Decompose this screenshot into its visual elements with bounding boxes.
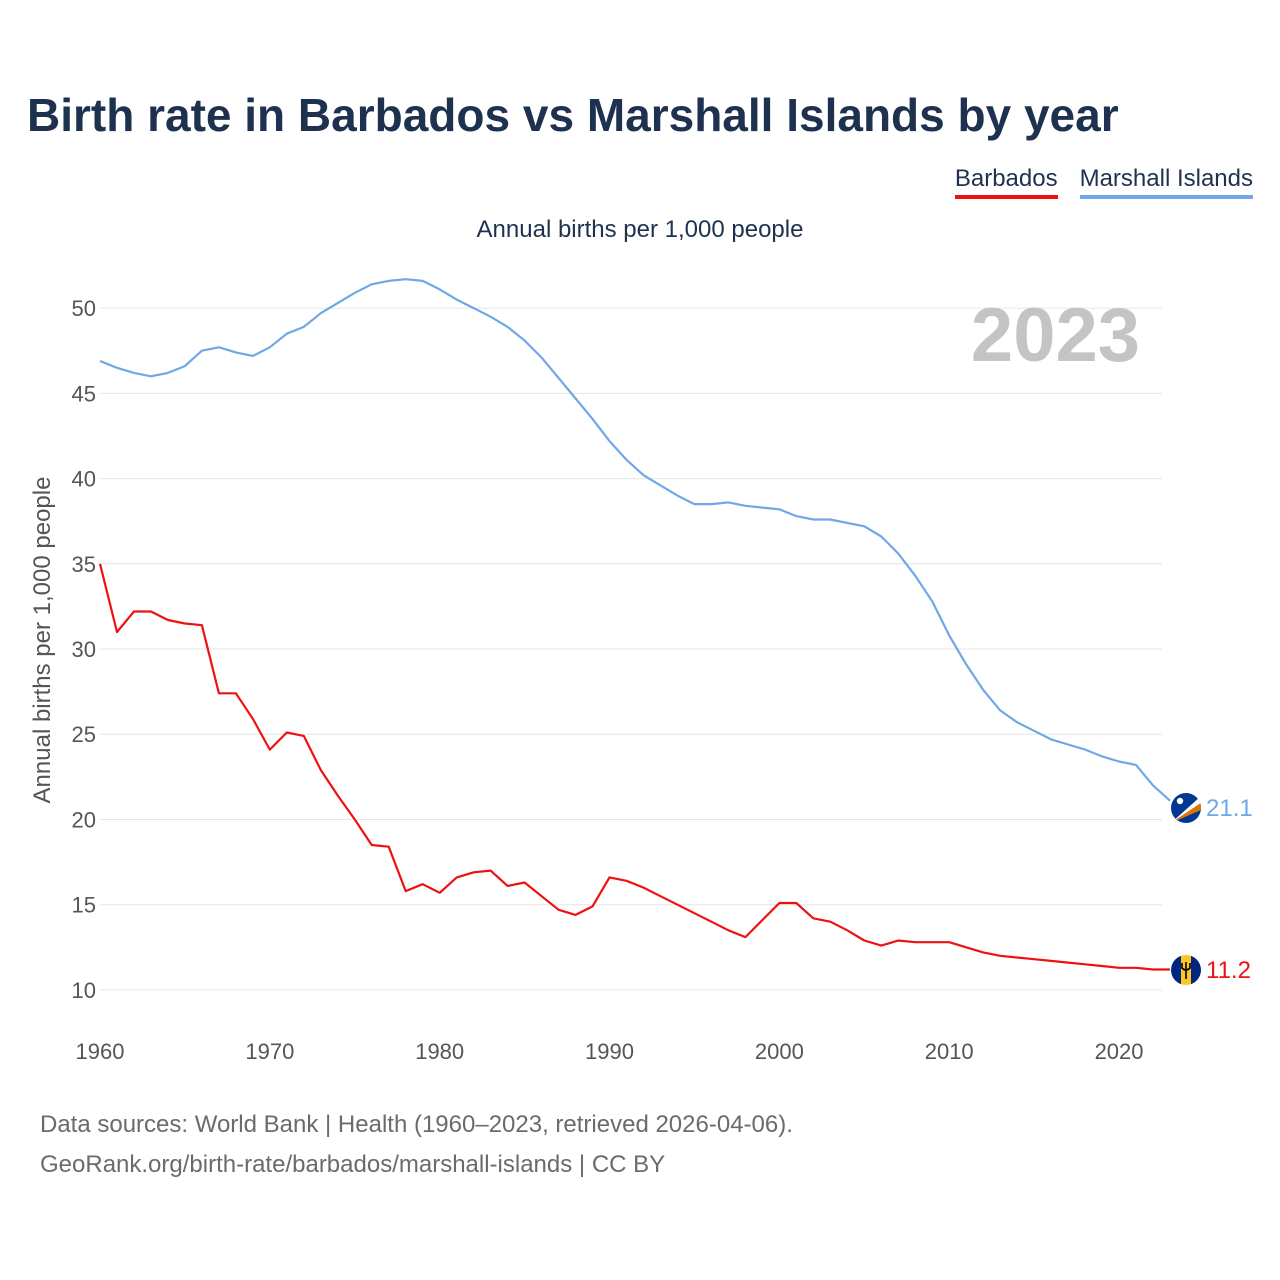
x-tick-label: 1970 [245,1039,294,1064]
y-tick-label: 50 [72,296,96,321]
y-tick-label: 20 [72,807,96,832]
legend-item-marshall-islands[interactable]: Marshall Islands [1079,165,1253,199]
x-tick-label: 1990 [585,1039,634,1064]
end-label-barbados: 11.2 [1206,957,1251,984]
y-tick-label: 35 [72,552,96,577]
y-axis-label: Annual births per 1,000 people [29,477,56,804]
series-line-marshall-islands[interactable] [99,278,1171,802]
chart-subtitle: Annual births per 1,000 people [476,216,804,243]
attribution-line[interactable]: GeoRank.org/birth-rate/barbados/marshall… [40,1151,666,1178]
barbados-flag-icon [1171,955,1201,985]
y-tick-label: 25 [72,722,96,747]
marshall-islands-flag-icon [1171,793,1201,823]
x-tick-label: 2000 [755,1039,804,1064]
end-label-marshall-islands: 21.1 [1206,795,1253,822]
x-axis-ticks: 1960 1970 1980 1990 2000 2010 2020 [76,1039,1144,1064]
series-line-barbados[interactable] [98,563,1170,971]
x-tick-label: 1960 [76,1039,125,1064]
chart-title: Birth rate in Barbados vs Marshall Islan… [27,89,1119,141]
y-axis-ticks: 10 15 20 25 30 35 40 45 50 [72,296,96,1003]
legend: Barbados Marshall Islands [954,165,1253,199]
x-tick-label: 1980 [415,1039,464,1064]
source-footer: Data sources: World Bank | Health (1960–… [40,1105,793,1185]
legend-item-barbados[interactable]: Barbados [954,165,1058,199]
grid-lines [100,307,1162,991]
series-lines [98,278,1171,971]
y-tick-label: 45 [72,381,96,406]
x-tick-label: 2010 [925,1039,974,1064]
y-tick-label: 30 [72,637,96,662]
year-badge: 2023 [971,293,1140,378]
y-tick-label: 40 [72,467,96,492]
y-tick-label: 10 [72,978,96,1003]
x-tick-label: 2020 [1095,1039,1144,1064]
source-line: Data sources: World Bank | Health (1960–… [40,1111,793,1138]
line-chart: 10 15 20 25 30 35 40 45 50 1960 1970 1980 1990 2000 2… [29,278,1253,1064]
y-tick-label: 15 [72,893,96,918]
